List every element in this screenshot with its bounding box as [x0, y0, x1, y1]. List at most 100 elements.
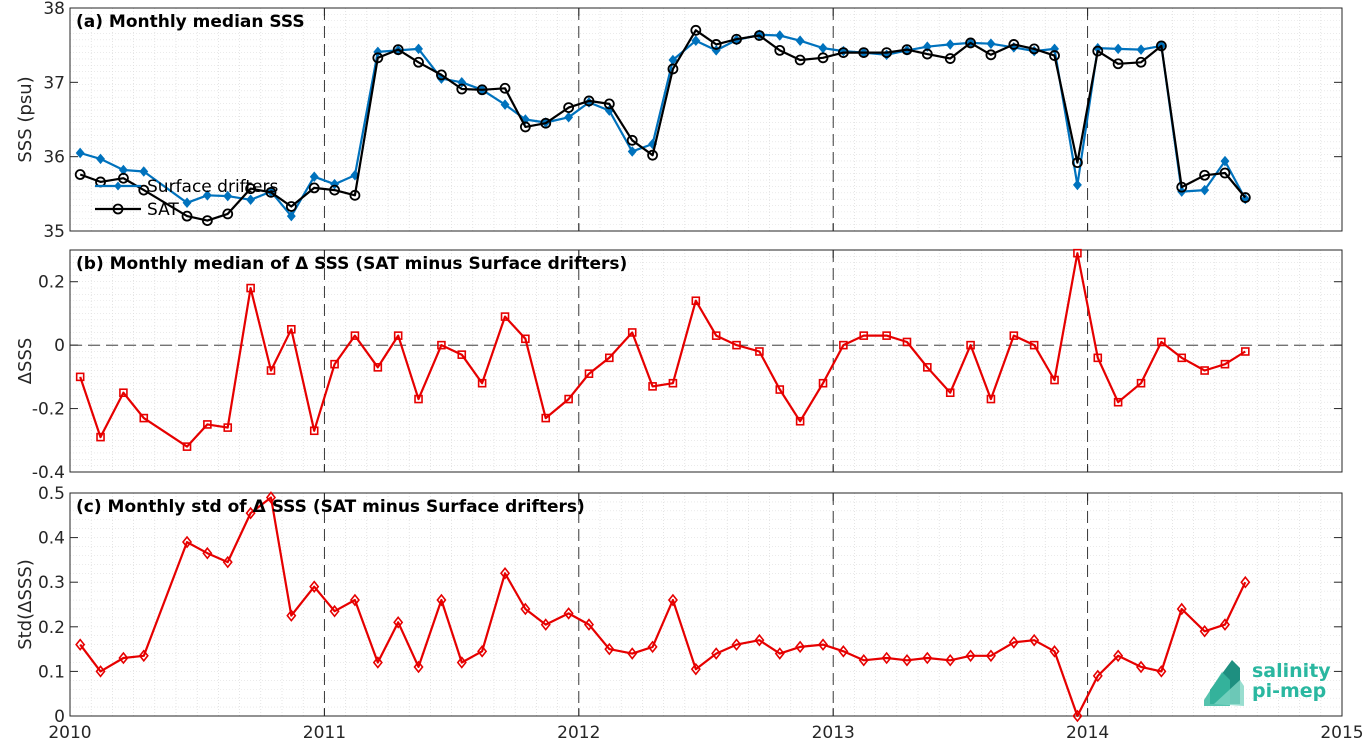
data-point [583, 95, 595, 107]
y-tick-label: 0.4 [38, 529, 65, 549]
data-point [1029, 633, 1040, 647]
data-point [627, 647, 638, 660]
data-point [795, 640, 806, 654]
panel-title: (c) Monthly std of Δ SSS (SAT minus Surf… [76, 497, 585, 517]
data-point [921, 48, 933, 60]
data-point [541, 413, 551, 423]
data-point [986, 38, 996, 49]
data-point [1092, 45, 1104, 57]
data-point [647, 149, 658, 161]
panel-c-monthly-std-delta-sss: 0 0.1 0.2 0.3 0.4 0.5 2010 2011 2012 2013 2014 2015… [15, 484, 1363, 743]
data-point [519, 121, 531, 133]
data-point [647, 640, 658, 654]
logo-text-line1: salinity [1252, 660, 1331, 682]
y-tick-label: 0.3 [38, 573, 65, 593]
data-point [1008, 39, 1020, 50]
data-point [985, 649, 996, 663]
data-point [563, 102, 575, 114]
data-point [901, 44, 913, 56]
data-point [456, 83, 468, 95]
data-point [564, 111, 574, 123]
data-point [118, 651, 129, 665]
data-point [667, 593, 678, 607]
data-point [923, 363, 932, 372]
data-point [945, 653, 956, 667]
data-point [329, 184, 340, 196]
data-point [775, 385, 785, 394]
data-point [818, 42, 828, 54]
data-point [691, 296, 701, 306]
data-point [1049, 50, 1060, 61]
data-point [902, 337, 912, 347]
data-point [373, 46, 383, 58]
x-tick-label: 2014 [1066, 723, 1109, 743]
data-point [1200, 184, 1210, 196]
data-point [349, 593, 360, 607]
data-point [754, 30, 765, 41]
legend: Surface drifters SAT [95, 177, 278, 220]
x-tick-label: 2010 [48, 723, 91, 743]
data-point [858, 653, 869, 667]
data-point [1176, 181, 1188, 193]
data-point [1050, 375, 1059, 385]
data-point [266, 366, 276, 375]
data-point [436, 69, 447, 81]
x-tick-label: 2012 [557, 723, 600, 743]
data-point [138, 649, 149, 663]
data-point [795, 35, 805, 46]
data-point [945, 39, 955, 50]
data-point [75, 638, 86, 651]
data-point [287, 324, 296, 334]
data-point [839, 340, 848, 350]
data-point [1113, 397, 1123, 407]
data-point [222, 555, 233, 569]
data-point [477, 378, 487, 388]
data-point [1240, 575, 1251, 589]
data-point [349, 189, 361, 201]
data-point [711, 647, 722, 660]
data-point [1199, 624, 1210, 638]
data-point [500, 312, 510, 321]
data-point [965, 649, 976, 663]
data-point [1220, 155, 1230, 167]
data-point [668, 378, 678, 388]
data-point [246, 283, 255, 293]
data-point [1009, 331, 1019, 340]
data-point [139, 166, 149, 177]
data-point [837, 47, 849, 58]
panel-a-monthly-median-sss: 35 36 37 38 SSS (psu) (a) Monthly median SSS S… [15, 0, 1343, 242]
data-point [817, 52, 829, 64]
data-point [182, 442, 192, 451]
data-point [1073, 248, 1082, 258]
data-point [1072, 179, 1082, 191]
data-point [138, 184, 150, 196]
panel-title: (a) Monthly median SSS [76, 12, 305, 32]
x-tick-label: 2011 [303, 723, 346, 743]
data-point [393, 616, 404, 629]
data-point [1219, 167, 1231, 179]
data-point [222, 208, 234, 220]
y-tick-label: 0.2 [38, 273, 65, 293]
data-point [755, 347, 764, 356]
data-point [392, 44, 404, 56]
data-point [583, 618, 595, 631]
data-point [223, 423, 233, 432]
data-point [265, 491, 277, 504]
data-point [945, 388, 955, 398]
axes-box [69, 492, 1343, 717]
data-point [564, 394, 573, 404]
data-point [1112, 58, 1124, 70]
y-tick-label: 0.5 [38, 484, 65, 504]
data-point [329, 604, 340, 618]
data-point [96, 153, 105, 165]
data-point [1176, 602, 1187, 616]
data-point [202, 546, 213, 560]
data-point [393, 331, 403, 340]
data-point [1136, 44, 1146, 55]
data-point [1200, 366, 1209, 375]
y-axis-label: ΔSSS [15, 338, 36, 385]
data-point [985, 49, 997, 61]
data-point [754, 633, 765, 647]
data-point [795, 416, 805, 426]
